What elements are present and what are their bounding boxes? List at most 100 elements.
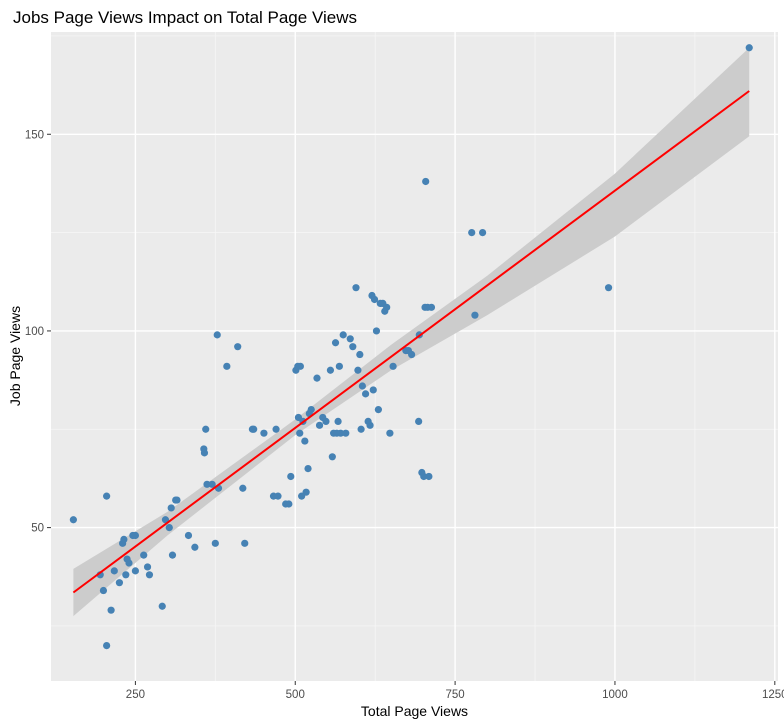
data-point xyxy=(422,177,430,186)
data-point xyxy=(296,429,304,437)
y-axis-ticks: 50 100 150 xyxy=(25,129,51,535)
data-point xyxy=(315,421,324,429)
data-point xyxy=(296,362,304,370)
x-tick-label: 500 xyxy=(286,689,305,701)
x-tick-label: 750 xyxy=(446,689,465,701)
data-point xyxy=(287,472,295,481)
x-tick-label: 1000 xyxy=(602,689,628,701)
data-point xyxy=(272,425,280,433)
data-point xyxy=(167,504,175,512)
data-point xyxy=(145,571,154,579)
data-point xyxy=(745,44,753,52)
y-tick-label: 150 xyxy=(25,129,44,141)
data-point xyxy=(366,421,374,429)
data-point xyxy=(69,516,77,524)
data-point xyxy=(478,229,487,237)
data-point xyxy=(471,311,479,319)
data-point xyxy=(223,362,231,370)
confidence-band xyxy=(73,47,750,617)
data-point xyxy=(604,284,613,292)
data-point xyxy=(342,429,350,437)
data-point xyxy=(131,567,140,575)
regression-line xyxy=(72,90,750,594)
data-point xyxy=(386,429,394,437)
y-tick-label: 50 xyxy=(31,523,44,535)
data-point xyxy=(389,362,397,370)
data-point xyxy=(165,524,173,532)
data-point xyxy=(427,303,436,311)
data-point xyxy=(103,642,111,650)
data-point xyxy=(374,406,382,414)
data-point xyxy=(304,465,312,473)
data-point xyxy=(301,437,309,445)
y-axis-label: Job Page Views xyxy=(7,306,23,406)
chart-title: Jobs Page Views Impact on Total Page Vie… xyxy=(13,8,357,27)
data-point xyxy=(241,539,249,547)
data-point xyxy=(239,484,247,492)
data-point xyxy=(313,374,321,382)
data-point xyxy=(361,390,370,398)
data-point xyxy=(103,492,111,500)
data-point xyxy=(369,386,377,394)
data-point xyxy=(158,602,166,610)
data-point xyxy=(173,496,181,504)
data-point xyxy=(357,425,365,433)
data-point xyxy=(99,586,108,595)
data-point xyxy=(352,284,360,292)
data-point xyxy=(260,429,268,437)
data-point xyxy=(107,606,115,614)
data-point xyxy=(161,516,170,524)
data-point xyxy=(408,350,416,359)
data-point xyxy=(349,343,357,351)
data-point xyxy=(211,539,219,547)
x-tick-label: 1250 xyxy=(762,689,784,701)
data-point xyxy=(420,472,428,481)
data-point xyxy=(307,406,315,414)
data-point xyxy=(331,339,340,347)
data-point xyxy=(200,449,209,457)
data-point xyxy=(191,543,199,551)
data-point xyxy=(285,500,293,508)
data-point xyxy=(337,429,345,437)
data-point xyxy=(346,335,354,343)
data-point xyxy=(250,425,258,433)
data-point xyxy=(122,571,130,579)
data-point xyxy=(140,551,148,559)
data-point xyxy=(339,331,347,339)
data-point xyxy=(115,579,124,587)
data-point xyxy=(358,382,366,390)
data-point xyxy=(143,563,152,571)
y-tick-label: 100 xyxy=(25,326,44,338)
data-point xyxy=(335,362,343,370)
data-point xyxy=(125,559,133,567)
data-point xyxy=(274,492,282,500)
data-point xyxy=(425,472,433,481)
x-axis-label: Total Page Views xyxy=(361,703,468,719)
data-point xyxy=(168,551,177,559)
data-point xyxy=(184,531,193,540)
data-point xyxy=(234,343,242,351)
data-point xyxy=(322,417,330,425)
data-point xyxy=(370,295,379,304)
data-point xyxy=(383,303,391,311)
data-point xyxy=(415,417,423,425)
x-tick-label: 250 xyxy=(126,689,145,701)
data-point xyxy=(131,531,140,540)
data-point xyxy=(356,350,364,359)
data-point xyxy=(208,480,216,488)
data-point xyxy=(468,229,476,237)
data-point xyxy=(354,366,362,374)
data-point xyxy=(302,488,310,496)
data-point xyxy=(328,453,336,461)
data-point xyxy=(202,425,210,433)
data-point xyxy=(203,480,211,488)
data-point xyxy=(334,417,342,425)
data-point xyxy=(213,331,221,339)
x-axis-ticks: 250 500 750 1000 1250 xyxy=(126,681,784,701)
data-point xyxy=(120,535,128,544)
data-point xyxy=(326,366,335,374)
data-point xyxy=(110,567,118,575)
data-point xyxy=(372,327,381,335)
